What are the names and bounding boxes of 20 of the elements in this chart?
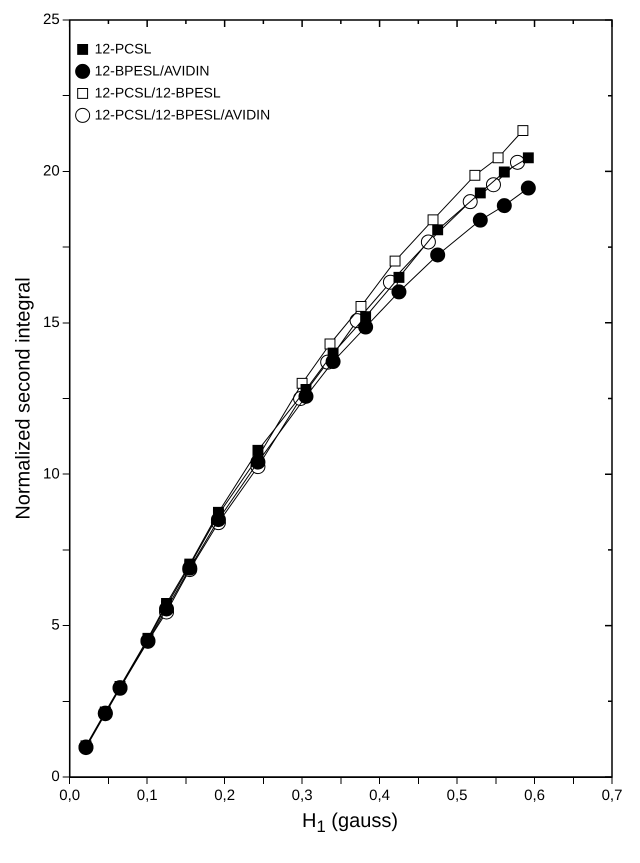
y-tick-label: 15 — [42, 314, 60, 331]
x-tick-label: 0,2 — [214, 787, 236, 804]
legend-label: 12-BPESL/AVIDIN — [94, 62, 210, 78]
x-axis-title: H$_{1}$ (gauss) — [301, 810, 399, 837]
y-tick-label: 10 — [42, 465, 60, 482]
legend-label: 12-PCSL — [94, 40, 152, 56]
x-tick-label: 0,6 — [524, 787, 545, 804]
x-tick-label: 0,5 — [446, 787, 468, 804]
y-tick-label: 25 — [42, 11, 60, 28]
y-tick-label: 5 — [51, 616, 60, 634]
legend-label: 12-PCSL/12-BPESL/AVIDIN — [94, 106, 270, 122]
x-tick-label: 0,7 — [602, 787, 622, 804]
x-tick-label: 0,0 — [59, 787, 80, 804]
y-tick-label: 20 — [42, 162, 60, 180]
y-axis-title: Normalized second integral — [12, 277, 35, 520]
x-tick-label: 0,4 — [369, 787, 390, 804]
x-tick-label: 0,1 — [136, 787, 158, 804]
y-tick-label: 0 — [51, 768, 60, 786]
legend-label: 12-PCSL/12-BPESL — [94, 84, 221, 100]
x-tick-label: 0,3 — [292, 787, 313, 804]
